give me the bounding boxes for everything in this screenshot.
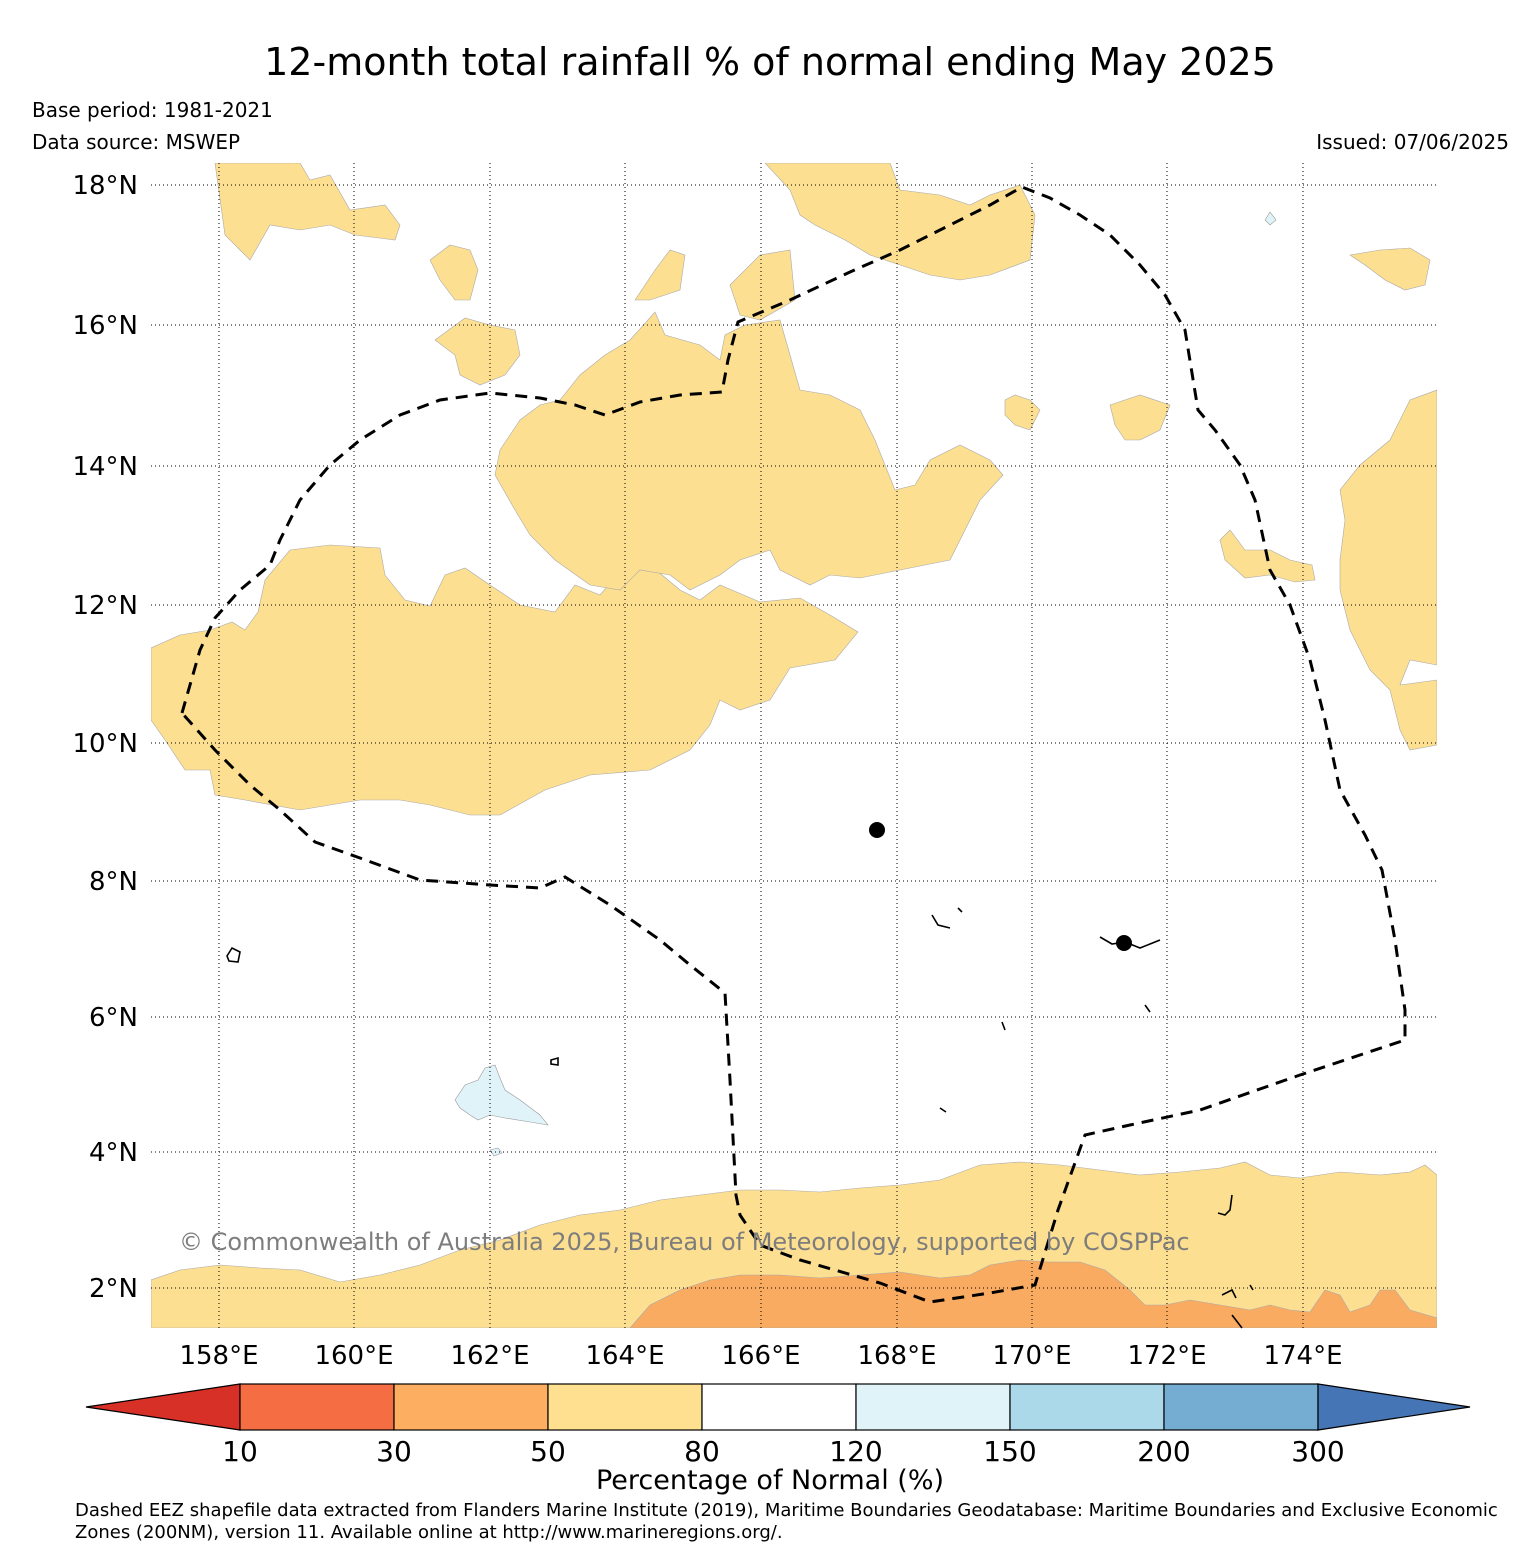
lon-label: 168°E	[857, 1341, 936, 1371]
region-50-80-islet-6	[1109, 394, 1171, 441]
latitude-labels: 18°N 16°N 14°N 12°N 10°N 8°N 6°N 4°N 2°N	[72, 171, 138, 1304]
region-50-80-islet-7	[1349, 247, 1431, 291]
region-50-80-islet-3	[634, 249, 686, 301]
region-120-150-islet-2	[1264, 211, 1277, 226]
colorbar	[85, 1383, 1471, 1431]
lat-label: 6°N	[89, 1003, 138, 1033]
eez-source-footnote: Dashed EEZ shapefile data extracted from…	[75, 1500, 1498, 1543]
lon-label: 172°E	[1127, 1341, 1206, 1371]
colorbar-segment	[855, 1383, 1011, 1431]
colorbar-tick-label: 80	[684, 1435, 720, 1468]
colorbar-segment	[393, 1383, 549, 1431]
lon-label: 164°E	[585, 1341, 664, 1371]
lon-label: 166°E	[721, 1341, 800, 1371]
lat-label: 16°N	[72, 311, 138, 341]
copyright-watermark: © Commonwealth of Australia 2025, Bureau…	[179, 1228, 1190, 1256]
station-marker-2	[1116, 935, 1132, 951]
lat-label: 18°N	[72, 171, 138, 201]
lon-label: 170°E	[992, 1341, 1071, 1371]
lat-label: 12°N	[72, 591, 138, 621]
region-50-80-islet-1	[429, 244, 479, 301]
rainfall-regions	[151, 163, 1437, 1328]
island-outlines	[226, 907, 1254, 1329]
region-50-80-north-central	[494, 311, 1004, 591]
colorbar-tick-label: 120	[829, 1435, 883, 1468]
colorbar-tick-label: 30	[376, 1435, 412, 1468]
lat-label: 8°N	[89, 867, 138, 897]
region-50-80-north-west	[151, 544, 859, 816]
region-120-150	[454, 1064, 549, 1126]
lon-label: 174°E	[1263, 1341, 1342, 1371]
colorbar-segment	[1009, 1383, 1165, 1431]
longitude-labels: 158°E 160°E 162°E 164°E 166°E 168°E 170°…	[179, 1341, 1342, 1371]
region-50-80-islet-4	[729, 249, 796, 321]
region-50-80-north-islands	[214, 163, 401, 261]
colorbar-segment	[239, 1383, 395, 1431]
region-50-80-islet-2	[434, 317, 521, 386]
lat-label: 2°N	[89, 1274, 138, 1304]
region-30-50-south	[629, 1259, 1437, 1328]
lat-label: 10°N	[72, 729, 138, 759]
lon-label: 158°E	[179, 1341, 258, 1371]
colorbar-tick-label: 300	[1291, 1435, 1345, 1468]
data-source: Data source: MSWEP	[32, 130, 241, 154]
colorbar-tick-label: 50	[530, 1435, 566, 1468]
station-marker-1	[869, 822, 885, 838]
colorbar-segment	[85, 1383, 241, 1431]
colorbar-segment	[701, 1383, 857, 1431]
colorbar-segment	[547, 1383, 703, 1431]
lat-label: 4°N	[89, 1138, 138, 1168]
eez-boundary	[180, 185, 1407, 1304]
colorbar-tick-label: 150	[983, 1435, 1037, 1468]
lon-label: 162°E	[450, 1341, 529, 1371]
region-50-80-islet-5	[1004, 394, 1041, 431]
base-period: Base period: 1981-2021	[32, 98, 273, 122]
map-title: 12-month total rainfall % of normal endi…	[264, 40, 1276, 84]
issued-date: Issued: 07/06/2025	[1316, 130, 1509, 154]
colorbar-tick-label: 200	[1137, 1435, 1191, 1468]
lat-label: 14°N	[72, 452, 138, 482]
colorbar-title: Percentage of Normal (%)	[595, 1465, 945, 1496]
colorbar-segment	[1163, 1383, 1319, 1431]
region-50-80-north-central-top	[764, 163, 1036, 281]
colorbar-segment	[1317, 1383, 1471, 1431]
region-50-80-east	[1339, 389, 1437, 751]
colorbar-tick-label: 10	[222, 1435, 258, 1468]
lon-label: 160°E	[314, 1341, 393, 1371]
